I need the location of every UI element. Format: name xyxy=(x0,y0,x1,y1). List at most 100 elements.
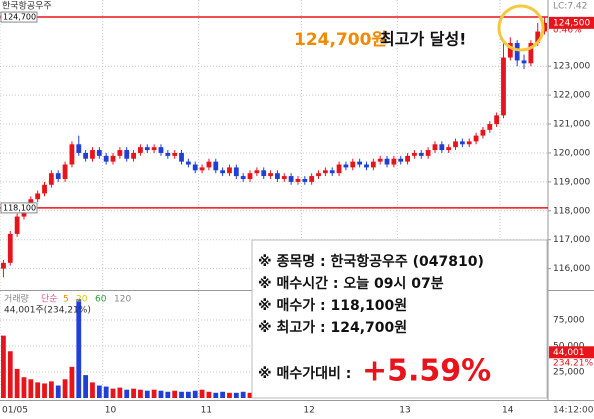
highlight-circle xyxy=(497,4,545,52)
candle-body xyxy=(151,147,157,151)
y-tick-label: 120,000 xyxy=(553,148,590,158)
candle-body xyxy=(233,167,239,177)
candle-body xyxy=(514,43,520,61)
x-tick-label: 11 xyxy=(201,406,212,416)
ma-period: 60 xyxy=(95,295,107,305)
change-label: 0.46% xyxy=(553,26,582,36)
candle-body xyxy=(131,152,136,159)
candle-body xyxy=(425,150,431,156)
volume-bar xyxy=(7,351,13,398)
candle-body xyxy=(473,135,479,142)
candle-body xyxy=(302,178,308,182)
candle-body xyxy=(254,170,260,174)
candle-body xyxy=(261,170,267,177)
candle-body xyxy=(377,158,383,162)
volume-bar xyxy=(83,375,89,398)
volume-bar xyxy=(172,390,178,398)
volume-current-box xyxy=(549,346,594,359)
volume-bar xyxy=(220,391,226,398)
candle-body xyxy=(480,129,486,136)
volume-bar xyxy=(124,389,130,398)
candle-body xyxy=(350,161,356,168)
volume-ma-type: 단순 xyxy=(41,294,58,305)
candle-body xyxy=(179,152,184,162)
candle-body xyxy=(370,161,376,168)
y-tick-label: 119,000 xyxy=(553,177,590,187)
candle-body xyxy=(535,31,541,44)
volume-bar xyxy=(55,385,61,398)
candle-body xyxy=(220,170,226,174)
candle-body xyxy=(364,164,369,168)
x-tick-label: 01/05 xyxy=(2,406,28,416)
candle-body xyxy=(494,115,500,125)
volume-current-label: 44,001 xyxy=(553,348,585,358)
last-price-label: 124,500 xyxy=(553,18,590,28)
candle-body xyxy=(316,173,321,177)
candle-body xyxy=(336,164,342,174)
candle-body xyxy=(391,158,397,165)
annotation-text: 최고가 달성! xyxy=(380,30,466,49)
candle-body xyxy=(466,141,472,145)
volume-bar xyxy=(103,386,109,398)
volume-bar xyxy=(76,299,82,398)
candle-body xyxy=(90,150,95,159)
y-tick-label: 118,000 xyxy=(553,206,590,216)
candle-body xyxy=(275,173,280,179)
candle-body xyxy=(521,60,527,64)
title-bg xyxy=(0,0,60,11)
volume-bar xyxy=(14,368,20,398)
candle-body xyxy=(192,164,198,171)
info-line: ※ 종목명 : 한국항공우주 (047810) xyxy=(258,253,484,270)
candle-body xyxy=(55,173,61,179)
candle-body xyxy=(247,173,253,179)
candle-body xyxy=(158,147,164,153)
candle-body xyxy=(418,152,424,156)
candle-body xyxy=(412,152,417,156)
candle-body xyxy=(117,150,123,156)
candle-body xyxy=(7,233,13,263)
annotation-highlight: 124,700원 xyxy=(294,30,387,50)
candle-body xyxy=(42,184,47,194)
ma-period: 20 xyxy=(76,295,88,305)
volume-bar xyxy=(185,391,191,398)
volume-bar xyxy=(48,381,54,398)
candle-body xyxy=(103,155,109,162)
candle-body xyxy=(48,173,54,185)
y-tick-label: 121,000 xyxy=(553,120,590,130)
volume-bar xyxy=(62,379,68,398)
reference-label-bg xyxy=(0,202,38,214)
volume-bar xyxy=(179,391,184,398)
volume-bar xyxy=(192,390,198,398)
volume-bar xyxy=(151,389,157,398)
candle-body xyxy=(62,164,68,179)
candle-body xyxy=(35,193,41,200)
candle-body xyxy=(507,43,513,58)
info-line: ※ 매수시간 : 오늘 09시 07분 xyxy=(258,275,444,292)
y-tick-label: 117,000 xyxy=(553,235,590,245)
y-tick-label: 116,000 xyxy=(553,264,590,274)
candle-body xyxy=(309,176,315,182)
candle-body xyxy=(501,57,506,116)
volume-bar xyxy=(96,385,102,398)
reference-label: 124,700 xyxy=(3,13,36,22)
candle-body xyxy=(206,161,212,168)
volume-bar xyxy=(138,389,143,398)
candle-body xyxy=(357,161,363,165)
ma-period: 120 xyxy=(114,295,131,305)
reference-label-bg xyxy=(0,11,38,23)
candle-body xyxy=(1,262,6,269)
volume-bar xyxy=(199,389,205,398)
compare-value: +5.59% xyxy=(362,354,491,389)
candle-body xyxy=(322,170,328,174)
candle-body xyxy=(405,155,410,162)
lc-label: LC:7.42 xyxy=(553,2,587,12)
info-line: ※ 매수가 : 118,100원 xyxy=(258,298,407,314)
x-tick-label: 12 xyxy=(303,406,314,416)
candle-body xyxy=(172,152,178,156)
candle-body xyxy=(96,150,102,156)
candle-body xyxy=(288,176,294,182)
y-tick-label: 122,000 xyxy=(553,91,590,101)
time-label: 14:12:00 xyxy=(553,406,594,416)
